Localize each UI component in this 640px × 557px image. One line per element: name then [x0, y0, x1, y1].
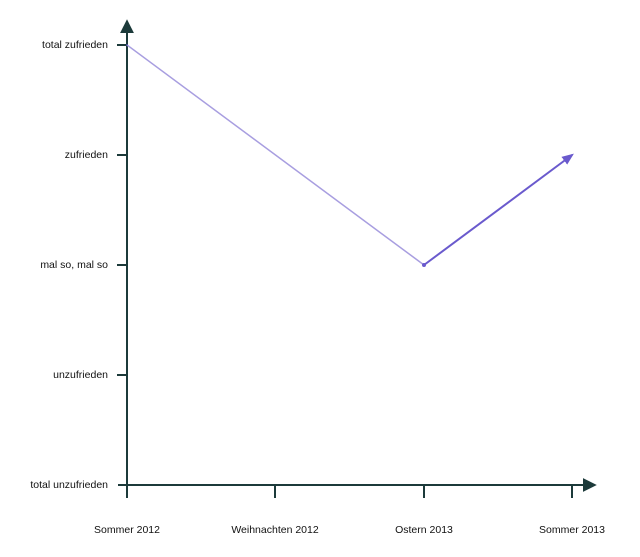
y-tick-label: total zufrieden — [42, 39, 108, 51]
x-tick-label: Weihnachten 2012 — [231, 524, 319, 536]
series-line-segment — [423, 153, 574, 266]
x-tick-label: Ostern 2013 — [395, 524, 453, 536]
data-point — [571, 154, 573, 156]
data-point — [126, 44, 128, 46]
y-tick-label: total unzufrieden — [30, 479, 108, 491]
x-tick-label: Sommer 2012 — [94, 524, 160, 536]
series-line-segment — [126, 44, 425, 266]
y-tick-label: mal so, mal so — [40, 259, 108, 271]
y-tick-label: zufrieden — [65, 149, 108, 161]
x-tick-label: Sommer 2013 — [539, 524, 605, 536]
y-tick-label: unzufrieden — [53, 369, 108, 381]
data-point — [422, 263, 426, 267]
